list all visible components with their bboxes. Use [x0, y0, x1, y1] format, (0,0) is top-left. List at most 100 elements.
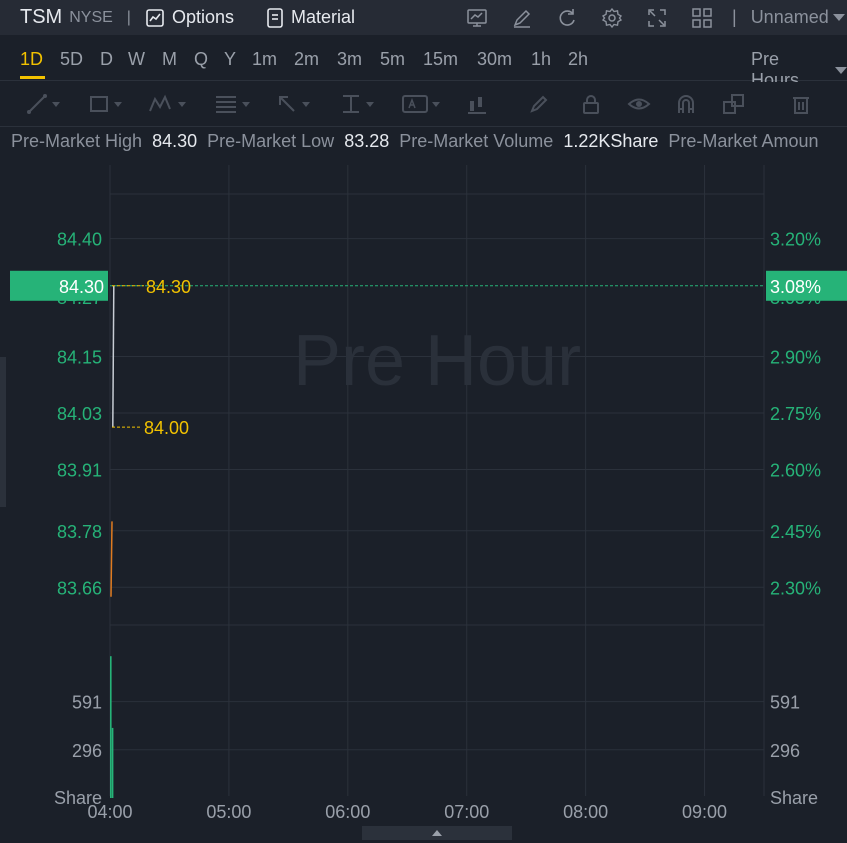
active-timeframe-indicator — [20, 76, 45, 79]
chart-screen-icon[interactable] — [466, 7, 488, 29]
high-marker-label: 84.30 — [146, 277, 191, 297]
arrow-caret-icon — [302, 101, 310, 107]
fibonacci-caret-icon — [242, 101, 250, 107]
timeframe-2h[interactable]: 2h — [568, 49, 589, 69]
refresh-icon[interactable] — [556, 7, 578, 29]
price-segment — [112, 285, 115, 428]
volume-unit-left: Share — [54, 788, 102, 808]
price-tick-right: 2.90% — [770, 347, 821, 367]
timeframe-1d[interactable]: 1D — [20, 49, 44, 69]
gear-icon[interactable] — [601, 7, 623, 29]
current-price-tag — [10, 270, 108, 301]
candle-tool[interactable] — [466, 93, 488, 115]
price-tick-right: 2.75% — [770, 404, 821, 424]
rectangle-tool[interactable] — [88, 93, 122, 115]
timeframe-y[interactable]: Y — [224, 49, 237, 69]
timeframe-2m[interactable]: 2m — [294, 49, 320, 69]
arrow-icon — [279, 96, 295, 112]
session-chevron-down-icon — [835, 66, 847, 74]
watermark-text: Pre Hour — [293, 321, 581, 401]
lock-tool[interactable] — [580, 93, 602, 115]
fullscreen-icon[interactable] — [646, 7, 668, 29]
text-tool[interactable] — [402, 93, 440, 115]
timeframe-3m[interactable]: 3m — [337, 49, 363, 69]
volume-tick-right: 296 — [770, 741, 800, 761]
price-segment — [110, 521, 113, 597]
volume-tick-left: 591 — [72, 693, 102, 713]
volume-tick-right: 591 — [770, 693, 800, 713]
rectangle-icon — [90, 96, 108, 112]
brush-tool[interactable] — [528, 93, 550, 115]
price-tick-left: 83.91 — [57, 461, 102, 481]
text-caret-icon — [432, 101, 440, 107]
timeframe-m[interactable]: M — [162, 49, 177, 69]
layers-icon — [723, 94, 744, 114]
layout-grid-icon[interactable] — [691, 7, 713, 29]
ticker-symbol[interactable]: TSM — [20, 6, 63, 28]
eye-icon — [627, 98, 651, 110]
options-button[interactable]: Options — [145, 7, 234, 28]
high-value: 84.30 — [152, 131, 198, 151]
volume-label: Pre-Market Volume — [399, 131, 554, 151]
pattern-tool[interactable] — [148, 93, 186, 115]
pattern-caret-icon — [178, 101, 186, 107]
time-tick: 06:00 — [325, 802, 370, 822]
magnet-tool[interactable] — [675, 93, 697, 115]
layout-name-label: Unnamed — [750, 7, 829, 27]
high-label: Pre-Market High — [11, 131, 143, 151]
trend-line-tool[interactable] — [26, 93, 60, 115]
price-tick-left: 83.78 — [57, 522, 102, 542]
material-button[interactable]: Material — [266, 7, 355, 28]
price-tick-right: 2.60% — [770, 461, 821, 481]
time-tick: 09:00 — [682, 802, 727, 822]
timeframe-5d[interactable]: 5D — [60, 49, 84, 69]
pattern-icon — [149, 94, 171, 112]
current-change-label: 3.08% — [770, 277, 821, 297]
trash-icon — [793, 97, 809, 114]
top-bar: TSM NYSE | Options Material | Unnamed — [0, 0, 847, 35]
price-tick-left: 83.66 — [57, 578, 102, 598]
timeframe-30m[interactable]: 30m — [477, 49, 513, 69]
options-label: Options — [171, 7, 234, 27]
timeframe-q[interactable]: Q — [194, 49, 209, 69]
timeframe-1m[interactable]: 1m — [252, 49, 278, 69]
document-icon — [267, 7, 283, 28]
arrow-tool[interactable] — [276, 93, 310, 115]
time-tick: 07:00 — [444, 802, 489, 822]
brush-icon — [530, 95, 548, 113]
timeframe-w[interactable]: W — [128, 49, 145, 69]
timeframe-bar: 1D 5D D W M Q Y 1m 2m 3m 5m 15m 30m 1h 2… — [0, 35, 847, 90]
timeframe-15m[interactable]: 15m — [423, 49, 459, 69]
current-price-label: 84.30 — [59, 277, 104, 297]
price-tick-left: 84.15 — [57, 347, 102, 367]
low-label: Pre-Market Low — [207, 131, 335, 151]
measure-tool[interactable] — [340, 93, 374, 115]
fibonacci-tool[interactable] — [214, 93, 250, 115]
current-change-tag — [766, 270, 847, 301]
bottom-panel-handle[interactable] — [362, 826, 512, 840]
visibility-tool[interactable] — [627, 93, 651, 115]
time-tick: 05:00 — [206, 802, 251, 822]
layout-selector[interactable]: | Unnamed — [732, 0, 845, 35]
timeframe-d[interactable]: D — [100, 49, 113, 69]
volume-tick-left: 296 — [72, 741, 102, 761]
time-tick: 08:00 — [563, 802, 608, 822]
separator: | — [126, 8, 131, 26]
price-chart[interactable]: Pre Hour 84.40 3.20% 84.15 2.90% 84.03 2.75% 83… — [0, 160, 847, 843]
delete-tool[interactable] — [790, 93, 812, 115]
measure-icon — [343, 95, 359, 113]
layout-separator: | — [732, 7, 737, 27]
price-tick-right: 3.20% — [770, 230, 821, 250]
trend-line-icon — [27, 94, 47, 114]
edit-icon[interactable] — [511, 7, 533, 29]
options-chart-icon — [146, 8, 164, 27]
timeframe-1h[interactable]: 1h — [531, 49, 552, 69]
timeframe-5m[interactable]: 5m — [380, 49, 406, 69]
volume-unit-right: Share — [770, 788, 818, 808]
drawing-toolbar — [0, 82, 847, 127]
layers-tool[interactable] — [722, 93, 746, 115]
chevron-up-icon — [432, 830, 442, 836]
lock-icon — [583, 95, 599, 114]
side-panel-handle[interactable] — [0, 357, 6, 507]
low-marker-label: 84.00 — [144, 418, 189, 438]
